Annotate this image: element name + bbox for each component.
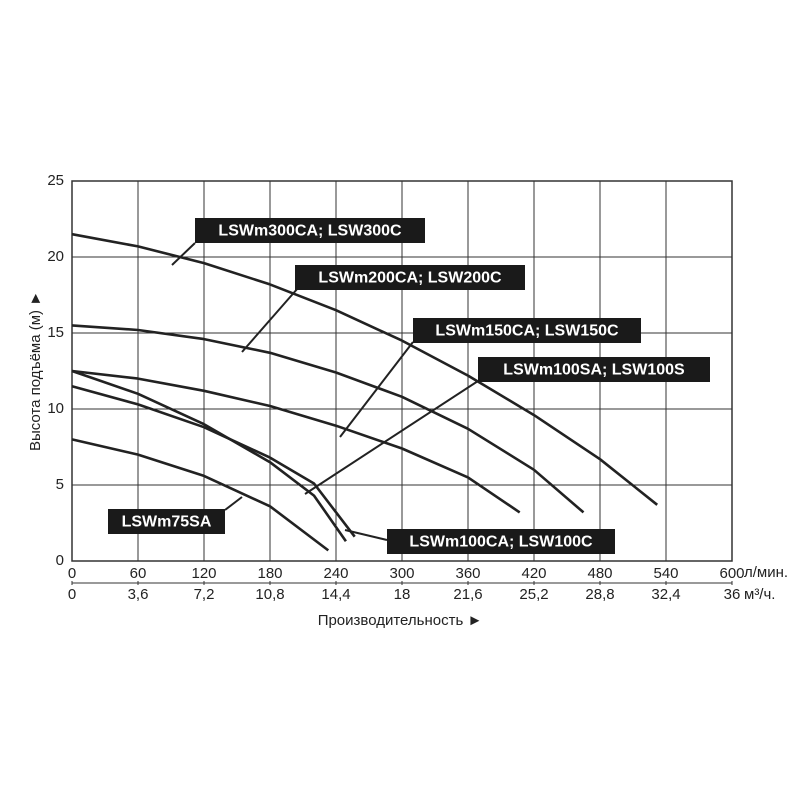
x2-tick-label: 36 (724, 586, 741, 603)
x-tick-label: 240 (323, 565, 348, 582)
x2-tick-label: 28,8 (585, 586, 614, 603)
label-box (295, 265, 525, 290)
series-label: LSWm100SA; LSW100S (503, 362, 685, 379)
leader-line (224, 496, 243, 511)
label-box (478, 357, 710, 382)
leader-line (344, 529, 388, 541)
x-axis-label: Производительность ► (318, 612, 483, 629)
x2-tick-label: 3,6 (128, 586, 149, 603)
leader-line (241, 287, 299, 353)
leader-line (304, 380, 479, 495)
y-axis-label: Высота подъёма (м) ► (27, 291, 44, 451)
leader-line (171, 242, 196, 266)
x2-tick-label: 18 (394, 586, 411, 603)
label-box (387, 529, 615, 554)
x-tick-label: 420 (521, 565, 546, 582)
curve (71, 232, 659, 506)
label-box (195, 218, 425, 243)
label-box (413, 318, 641, 343)
y-tick-label: 15 (47, 324, 64, 341)
x-tick-label: 360 (455, 565, 480, 582)
x2-tick-label: 7,2 (194, 586, 215, 603)
x-tick-label: 0 (68, 565, 76, 582)
series-label: LSWm150CA; LSW150C (435, 323, 619, 340)
x-tick-label: 480 (587, 565, 612, 582)
x2-tick-label: 14,4 (321, 586, 350, 603)
y-tick-label: 0 (56, 552, 64, 569)
x2-tick-label: 21,6 (453, 586, 482, 603)
y-tick-label: 5 (56, 476, 64, 493)
label-box (108, 509, 225, 534)
x2-tick-label: 32,4 (651, 586, 680, 603)
curve (71, 369, 347, 542)
x-tick-label: 180 (257, 565, 282, 582)
series-label: LSWm100CA; LSW100C (409, 534, 593, 551)
x-tick-label: 600 (719, 565, 744, 582)
series-label: LSWm200CA; LSW200C (318, 270, 502, 287)
leader-line (339, 341, 414, 438)
y-tick-label: 25 (47, 172, 64, 189)
curve (71, 438, 330, 552)
x-tick-label: 120 (191, 565, 216, 582)
x-tick-label: 540 (653, 565, 678, 582)
x2-tick-label: 25,2 (519, 586, 548, 603)
y-tick-label: 10 (47, 400, 64, 417)
x2-unit: м³/ч. (744, 586, 775, 603)
y-tick-label: 20 (47, 248, 64, 265)
series-label: LSWm300CA; LSW300C (218, 223, 402, 240)
x-tick-label: 300 (389, 565, 414, 582)
x-tick-label: 60 (130, 565, 147, 582)
x2-tick-label: 10,8 (255, 586, 284, 603)
x-unit: л/мин. (744, 564, 788, 581)
series-label: LSWm75SA (122, 514, 212, 531)
curve (71, 324, 585, 514)
curve (71, 369, 521, 514)
x2-tick-label: 0 (68, 586, 76, 603)
